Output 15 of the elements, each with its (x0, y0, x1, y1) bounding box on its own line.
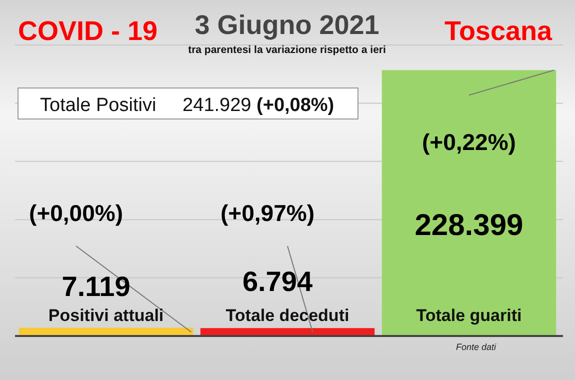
x-tick-label: Totale guariti (416, 306, 522, 325)
data-label: 6.794 (242, 266, 313, 297)
source-note: Fonte dati (456, 342, 497, 352)
data-label: 7.119 (62, 271, 130, 302)
annotation: (+0,00%) (29, 200, 124, 226)
annotation: (+0,97%) (220, 200, 314, 226)
annotation: COVID - 19 (18, 16, 158, 46)
annotation: (+0,22%) (422, 128, 516, 155)
x-tick-label: Totale deceduti (226, 306, 350, 325)
annotation: Toscana (444, 16, 553, 46)
x-tick-label: Positivi attuali (48, 306, 164, 325)
chart-subtitle: tra parentesi la variazione rispetto a ieri (188, 44, 386, 56)
annotation: Totale Positivi 241.929 (+0,08%) (40, 95, 334, 116)
data-label: 228.399 (414, 208, 524, 242)
chart-title: 3 Giugno 2021 (194, 10, 380, 40)
